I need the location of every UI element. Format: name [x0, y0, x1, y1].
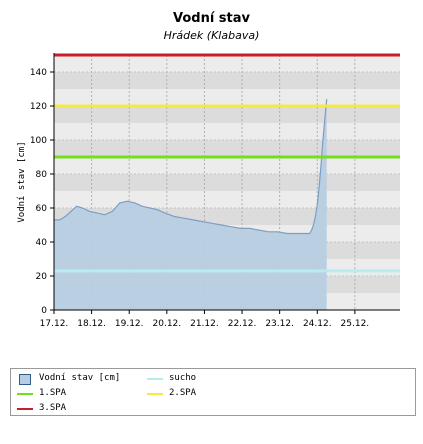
y-tick-label: 40	[36, 238, 48, 248]
legend-label: 2.SPA	[169, 388, 197, 398]
y-tick-label: 120	[30, 102, 47, 112]
background-band	[54, 191, 400, 208]
x-tick-label: 23.12.	[265, 319, 294, 329]
y-tick-label: 60	[36, 204, 48, 214]
x-tick-label: 21.12.	[190, 319, 219, 329]
y-tick-label: 20	[36, 272, 48, 282]
x-tick-label: 22.12.	[228, 319, 257, 329]
legend-swatch	[19, 374, 31, 385]
y-axis-label: Vodní stav [cm]	[17, 141, 27, 222]
x-tick-label: 17.12.	[40, 319, 69, 329]
background-band	[54, 72, 400, 89]
chart-title: Vodní stav	[173, 11, 251, 26]
legend-label: Vodní stav [cm]	[39, 373, 121, 383]
legend-label: 3.SPA	[39, 403, 67, 413]
background-band	[54, 157, 400, 174]
y-tick-label: 80	[36, 170, 48, 180]
y-tick-label: 0	[41, 306, 47, 316]
y-tick-label: 140	[30, 68, 47, 78]
legend-label: 1.SPA	[39, 388, 67, 398]
background-band	[54, 123, 400, 140]
x-tick-label: 25.12.	[341, 319, 370, 329]
plot-area: 0 20 40 60 80 100 120 140 17.12. 18.12. 19.12. 20.1…	[30, 53, 400, 329]
legend-label: sucho	[169, 373, 197, 383]
series-area	[54, 99, 327, 310]
y-tick-label: 100	[30, 136, 47, 146]
legend: Vodní stav [cm] sucho 1.SPA 2.SPA 3.SPA	[10, 368, 416, 416]
legend-swatch	[17, 393, 33, 395]
legend-swatch	[147, 393, 163, 395]
chart-subtitle: Hrádek (Klabava)	[164, 29, 260, 42]
legend-swatch	[147, 378, 163, 380]
x-tick-label: 18.12.	[77, 319, 106, 329]
x-tick-label: 20.12.	[153, 319, 182, 329]
background-band	[54, 106, 400, 123]
background-band	[54, 174, 400, 191]
x-tick-label: 24.12.	[303, 319, 332, 329]
background-band	[54, 55, 400, 72]
legend-swatch	[17, 408, 33, 410]
background-band	[54, 89, 400, 106]
series-line	[54, 99, 328, 235]
background-band	[54, 140, 400, 157]
x-tick-label: 19.12.	[115, 319, 144, 329]
